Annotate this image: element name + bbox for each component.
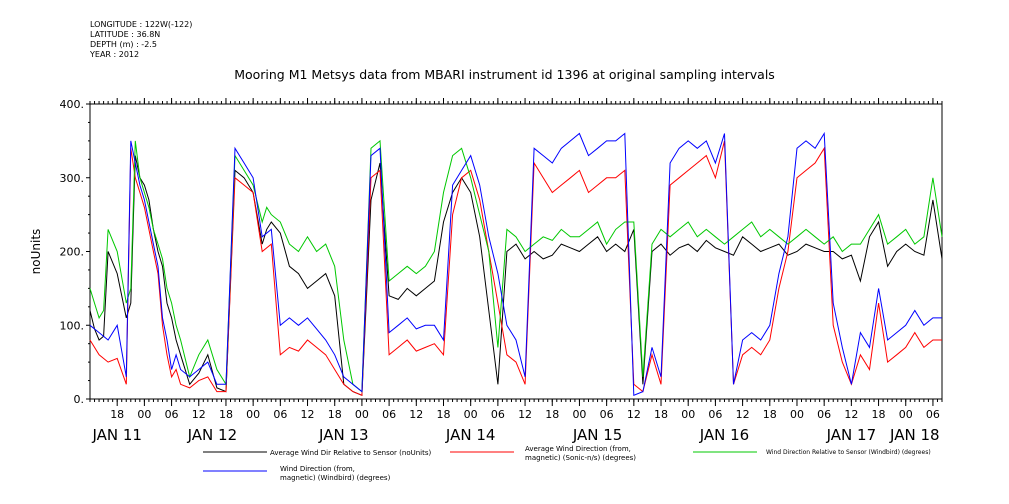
legend-swatch-blue bbox=[203, 470, 267, 472]
x-tick-label: 18 bbox=[328, 408, 342, 421]
x-tick-label: 06 bbox=[926, 408, 940, 421]
x-tick-label: 18 bbox=[110, 408, 124, 421]
x-tick-label: 06 bbox=[491, 408, 505, 421]
y-tick-label: 0. bbox=[74, 393, 85, 406]
legend-label-2a: Average Wind Direction (from, bbox=[525, 445, 631, 453]
x-tick-label: 00 bbox=[790, 408, 804, 421]
x-day-label: JAN 17 bbox=[826, 426, 877, 444]
x-tick-label: 06 bbox=[165, 408, 179, 421]
legend-swatch-black bbox=[203, 451, 267, 453]
y-tick-label: 300. bbox=[60, 172, 85, 185]
x-tick-label: 06 bbox=[708, 408, 722, 421]
y-axis-label: noUnits bbox=[29, 229, 43, 275]
x-tick-label: 00 bbox=[899, 408, 913, 421]
y-tick-label: 400. bbox=[60, 98, 85, 111]
x-day-label: JAN 14 bbox=[445, 426, 496, 444]
x-tick-label: 00 bbox=[681, 408, 695, 421]
x-day-label: JAN 18 bbox=[889, 426, 940, 444]
x-tick-label: 12 bbox=[301, 408, 315, 421]
metadata-block: LONGITUDE : 122W(-122) LATITUDE : 36.8N … bbox=[90, 20, 192, 60]
x-tick-label: 12 bbox=[736, 408, 750, 421]
x-tick-label: 12 bbox=[627, 408, 641, 421]
legend-label-3: Wind Direction Relative to Sensor (Windb… bbox=[766, 449, 931, 456]
longitude-text: LONGITUDE : 122W(-122) bbox=[90, 20, 193, 29]
x-tick-label: 00 bbox=[464, 408, 478, 421]
x-tick-label: 06 bbox=[600, 408, 614, 421]
x-day-label: JAN 12 bbox=[187, 426, 238, 444]
x-tick-label: 18 bbox=[545, 408, 559, 421]
x-tick-label: 06 bbox=[382, 408, 396, 421]
series-line-4 bbox=[89, 131, 942, 397]
y-tick-label: 100. bbox=[60, 319, 85, 332]
x-day-label: JAN 15 bbox=[572, 426, 623, 444]
x-day-label: JAN 16 bbox=[699, 426, 750, 444]
x-tick-label: 18 bbox=[654, 408, 668, 421]
legend-swatch-green bbox=[693, 451, 757, 453]
x-tick-label: 06 bbox=[273, 408, 287, 421]
year-text: YEAR : 2012 bbox=[90, 50, 140, 59]
x-tick-label: 00 bbox=[246, 408, 260, 421]
x-tick-label: 12 bbox=[192, 408, 206, 421]
legend-label-4a: Wind Direction (from, bbox=[280, 465, 355, 473]
x-tick-label: 18 bbox=[436, 408, 450, 421]
x-tick-label: 12 bbox=[409, 408, 423, 421]
legend-label-4b: magnetic) (Windbird) (degrees) bbox=[280, 474, 391, 482]
x-tick-label: 18 bbox=[763, 408, 777, 421]
series-line-2 bbox=[89, 140, 942, 397]
y-tick-label: 200. bbox=[60, 246, 85, 259]
chart-title: Mooring M1 Metsys data from MBARI instru… bbox=[234, 67, 775, 82]
x-tick-label: 00 bbox=[572, 408, 586, 421]
legend-label-2b: magnetic) (Sonic-n/s) (degrees) bbox=[525, 454, 637, 462]
depth-text: DEPTH (m) : -2.5 bbox=[90, 40, 157, 49]
series-line-3 bbox=[89, 139, 943, 393]
legend-label-1: Average Wind Dir Relative to Sensor (noU… bbox=[270, 449, 432, 457]
x-tick-label: 06 bbox=[817, 408, 831, 421]
legend-swatch-red bbox=[450, 451, 514, 453]
latitude-text: LATITUDE : 36.8N bbox=[90, 30, 161, 39]
x-tick-label: 18 bbox=[219, 408, 233, 421]
x-tick-label: 00 bbox=[355, 408, 369, 421]
x-day-label: JAN 11 bbox=[91, 426, 142, 444]
x-tick-label: 00 bbox=[137, 408, 151, 421]
x-tick-label: 12 bbox=[844, 408, 858, 421]
x-tick-label: 18 bbox=[872, 408, 886, 421]
plot-frame bbox=[89, 103, 943, 400]
series-line-1 bbox=[89, 155, 943, 397]
x-day-label: JAN 13 bbox=[318, 426, 369, 444]
x-tick-label: 12 bbox=[518, 408, 532, 421]
